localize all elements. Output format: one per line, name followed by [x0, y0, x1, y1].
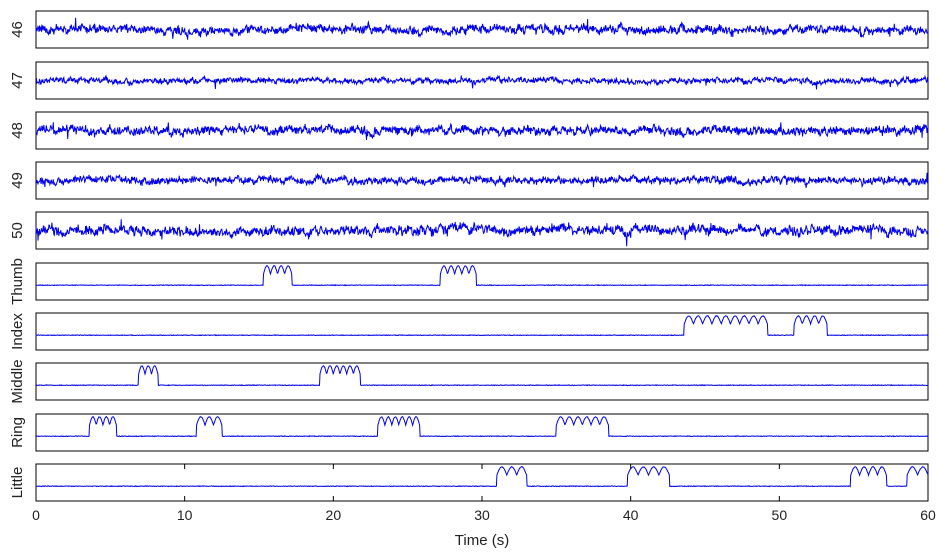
x-tick-label: 50: [772, 507, 788, 523]
x-axis-label: Time (s): [455, 532, 509, 549]
signal-trace-49: [35, 172, 929, 188]
signal-trace-Thumb: [35, 264, 928, 287]
panel-label: Index: [9, 313, 26, 350]
x-tick-label: 0: [32, 507, 40, 523]
panel-frame: [35, 362, 929, 401]
panel-thumb: Thumb: [9, 258, 929, 305]
panel-frame: [35, 262, 929, 301]
panel-index: Index: [9, 312, 929, 351]
panel-little: Little: [9, 463, 929, 502]
panel-label: Thumb: [9, 258, 26, 305]
panel-frame: [35, 312, 929, 351]
x-tick-label: 10: [177, 507, 193, 523]
panel-middle: Middle: [9, 359, 929, 404]
panel-label: 47: [9, 72, 26, 89]
x-axis: 0 10 20 30 40 50 60: [32, 507, 936, 523]
x-tick-label: 60: [920, 507, 936, 523]
panel-50: 50: [9, 211, 929, 250]
panel-label: 50: [9, 222, 26, 239]
panel-49: 49: [9, 161, 929, 200]
x-tick-label: 40: [623, 507, 639, 523]
panel-label: 48: [9, 122, 26, 139]
signal-trace-50: [35, 219, 929, 247]
signal-trace-Ring: [35, 415, 929, 438]
panel-46: 46: [9, 10, 929, 49]
signal-trace-Middle: [35, 365, 929, 387]
panel-47: 47: [9, 61, 929, 100]
panel-label: Ring: [9, 417, 26, 448]
signal-trace-46: [35, 17, 929, 40]
panel-label: Middle: [9, 359, 26, 403]
x-tick-label: 20: [326, 507, 342, 523]
panel-frame: [35, 463, 929, 502]
signal-trace-Index: [35, 314, 929, 337]
signal-trace-47: [35, 74, 929, 90]
signal-trace-48: [35, 122, 929, 140]
panel-frame: [35, 413, 929, 452]
panel-label: Little: [9, 467, 26, 499]
panel-label: 46: [9, 21, 26, 38]
panel-ring: Ring: [9, 413, 929, 452]
panel-label: 49: [9, 172, 26, 189]
panels-group: 46 47 48 49 50 Thumb Index Middle Ring Little: [9, 10, 929, 502]
signal-trace-Little: [35, 465, 929, 488]
panel-48: 48: [9, 111, 929, 150]
x-tick-label: 30: [474, 507, 490, 523]
